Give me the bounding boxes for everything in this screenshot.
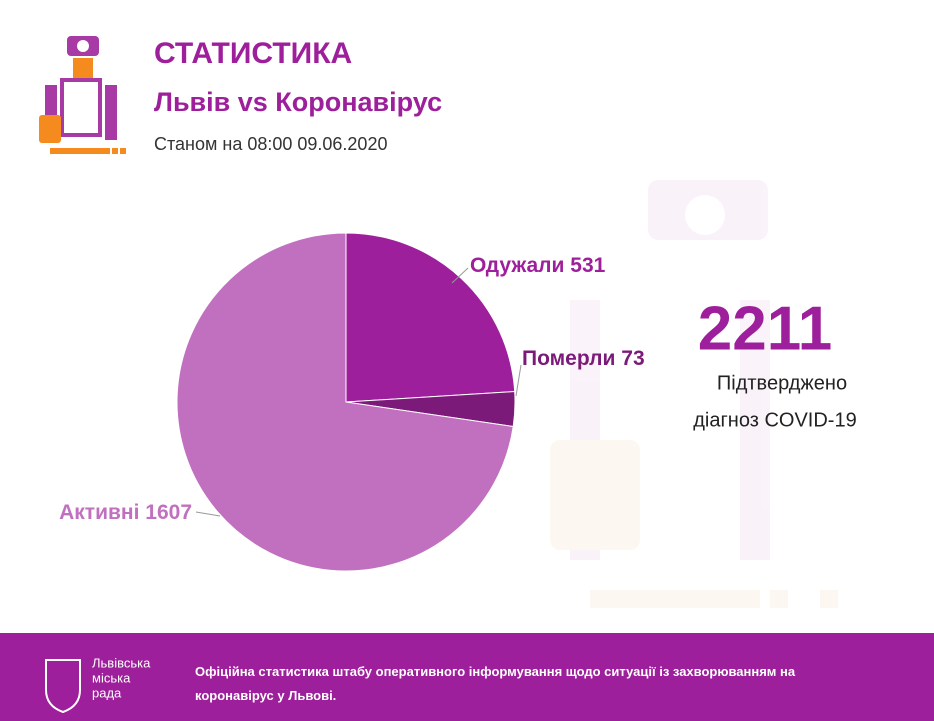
slice-value: 73 <box>621 347 644 370</box>
total: 2211 <box>698 294 833 363</box>
date: Станом на 08:00 09.06.2020 <box>154 134 387 154</box>
leader-line <box>515 364 522 397</box>
slice-category: Одужали <box>470 254 564 277</box>
total-label: діагноз COVID-19 <box>693 409 856 431</box>
title: СТАТИСТИКА <box>154 37 352 70</box>
slice-category: Активні <box>59 501 139 524</box>
leader-line <box>195 511 221 517</box>
footer-band <box>0 633 934 721</box>
leader-line <box>451 267 469 284</box>
slice-label: Активні 1607 <box>59 501 192 524</box>
logo-text: рада <box>92 685 122 700</box>
slice-value: 531 <box>570 254 605 277</box>
footer-text: Офіційна статистика штабу оперативного і… <box>195 664 796 703</box>
pie-slice <box>345 232 516 403</box>
logo-text: міська <box>92 670 131 685</box>
pie-slice <box>176 232 514 572</box>
slice-label: Одужали 531 <box>470 254 606 277</box>
doctor-icon <box>39 36 126 154</box>
logo-text: Львівська <box>92 655 151 670</box>
total-label: Підтверджено <box>717 372 847 394</box>
slice-value: 1607 <box>145 501 192 524</box>
coat-of-arms <box>45 659 81 714</box>
slice-label: Померли 73 <box>522 347 645 370</box>
subtitle: Львів vs Коронавірус <box>154 87 442 117</box>
slice-category: Померли <box>522 347 615 370</box>
watermark <box>550 180 838 608</box>
